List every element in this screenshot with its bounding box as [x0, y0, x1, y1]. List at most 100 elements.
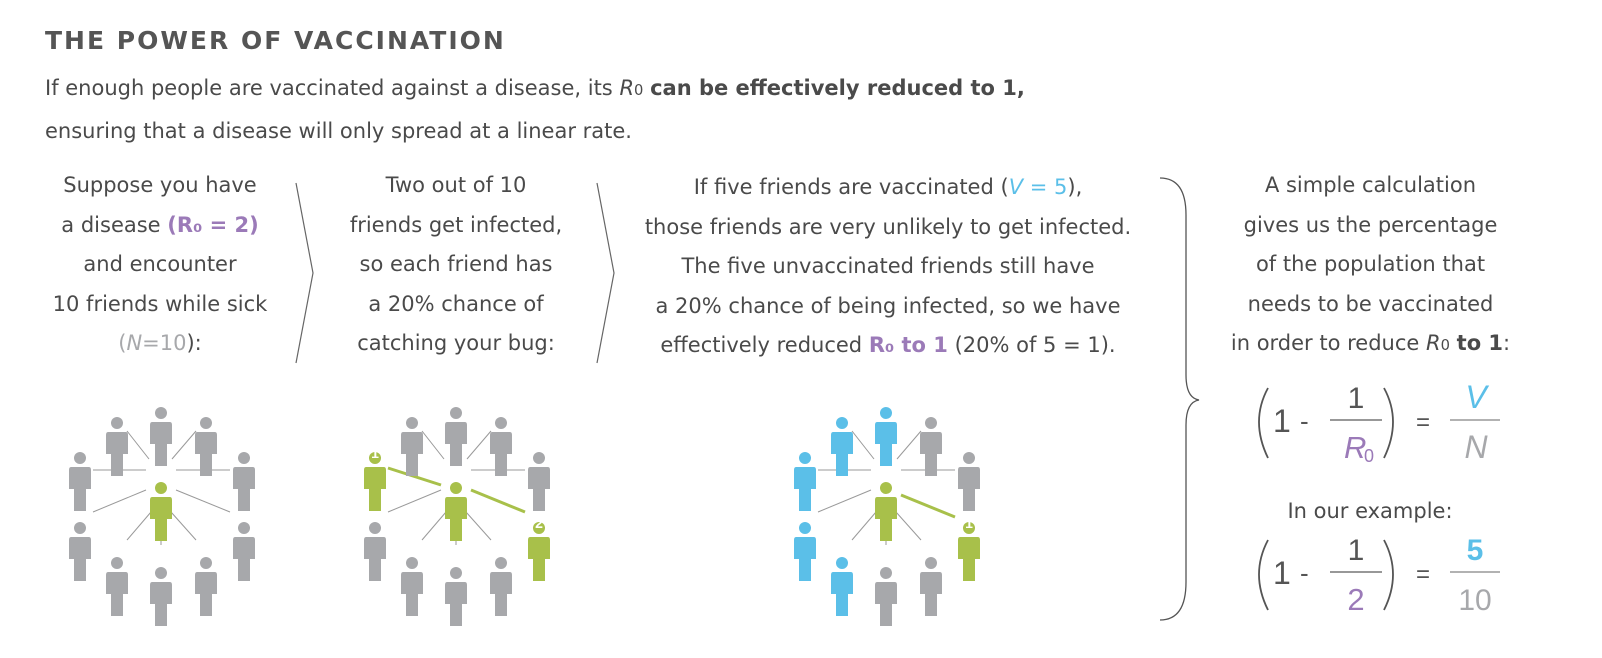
friend-icon	[528, 452, 550, 511]
friend-icon	[920, 417, 942, 476]
col3-l5-post: (20% of 5 = 1).	[954, 333, 1116, 357]
col2-line-1: Two out of 10	[385, 173, 527, 197]
col1-l2-pre: a disease	[61, 212, 161, 237]
intro-sub: 0	[634, 82, 644, 99]
friend-icon	[958, 452, 980, 511]
friend-icon	[445, 407, 467, 466]
divider-brace	[1159, 177, 1200, 621]
example-rhs-numerator: 5	[1467, 534, 1484, 567]
vaccinated-friend-icon	[831, 417, 853, 476]
friend-icon	[69, 522, 91, 581]
friend-icon	[150, 407, 172, 466]
col3-line-2: those friends are very unlikely to get i…	[644, 214, 1132, 239]
col4-l5-r: R	[1426, 331, 1441, 355]
vaccinated-friend-icon	[794, 522, 816, 581]
intro-line-1: If enough people are vaccinated against …	[45, 68, 1025, 111]
col1-line-2: a disease (R₀ = 2)	[35, 206, 285, 246]
col1-l5-eq: =10	[142, 331, 187, 355]
col3-l1-pre: If five friends are vaccinated (	[693, 175, 1009, 199]
vaccinated-friend-icon	[875, 407, 897, 466]
formula-equals: =	[1416, 409, 1430, 436]
col1-line-3: and encounter	[83, 252, 237, 276]
col4-line-3: of the population that	[1255, 252, 1486, 276]
formula-paren-left	[1258, 387, 1269, 459]
infection-badge-1: 1	[965, 515, 973, 531]
col3-l1-eq: = 5	[1023, 175, 1068, 199]
infection-badge-1: 1	[371, 445, 379, 461]
sick-person-icon	[150, 482, 172, 541]
col4-line-4: needs to be vaccinated	[1247, 291, 1494, 316]
network-diagram-3: 1	[794, 407, 980, 626]
friend-icon	[150, 567, 172, 626]
friend-icon	[875, 567, 897, 626]
diagram-2-infection-links	[387, 466, 526, 514]
col4-l5-sub: 0	[1440, 337, 1450, 354]
col1-line-5: (N=10):	[35, 324, 285, 364]
example-denominator: 2	[1347, 582, 1364, 617]
formula-numerator: 1	[1348, 382, 1365, 415]
formula-denominator-sub: 0	[1364, 446, 1374, 466]
example-minus: -	[1300, 558, 1309, 588]
example-paren-right	[1383, 539, 1394, 611]
formula-rhs-numerator: V	[1465, 379, 1489, 415]
col2-text: Two out of 10 friends get infected, so e…	[330, 166, 582, 364]
friend-icon	[364, 522, 386, 581]
friend-icon	[920, 557, 942, 616]
col4-line-5: in order to reduce R0 to 1:	[1218, 324, 1523, 366]
friend-icon	[233, 522, 255, 581]
formula-minus: -	[1300, 406, 1309, 436]
col1-l5-open: (	[118, 331, 127, 355]
friend-icon	[445, 567, 467, 626]
col1-l5-close: ):	[186, 331, 202, 355]
page-title: THE POWER OF VACCINATION	[45, 26, 506, 55]
example-one: 1	[1273, 555, 1291, 591]
network-diagram-1	[69, 407, 255, 626]
example-label: In our example:	[1287, 499, 1452, 523]
intro-line-2: ensuring that a disease will only spread…	[45, 119, 632, 143]
col3-l1-v: V	[1008, 175, 1024, 199]
intro-r: R	[619, 76, 635, 100]
diagram-3-infection-link	[900, 493, 956, 519]
col2-line-2: friends get infected,	[349, 212, 563, 237]
col3-l1-post: ),	[1067, 175, 1083, 199]
sick-person-icon	[875, 482, 897, 541]
vaccinated-friend-icon	[831, 557, 853, 616]
intro-l1-bold: can be effectively reduced to 1,	[650, 76, 1025, 100]
col4-l5-bold: to 1	[1456, 331, 1504, 355]
divider-chevron-1	[295, 182, 314, 364]
col4-line-2: gives us the percentage	[1243, 212, 1498, 237]
col1-line-4: 10 friends while sick	[52, 291, 268, 316]
col3-l5-pre: effectively reduced	[660, 333, 863, 357]
friend-icon	[69, 452, 91, 511]
formula-example: 1 - 1 2 = 5 10	[1258, 534, 1500, 617]
col2-line-5: catching your bug:	[357, 331, 555, 355]
col1-line-1: Suppose you have	[63, 173, 257, 197]
friend-icon	[490, 557, 512, 616]
intro-l1-pre: If enough people are vaccinated against …	[45, 76, 613, 100]
col3-l5-bold: R₀ to 1	[868, 333, 948, 357]
col3-line-3: The five unvaccinated friends still have	[681, 254, 1095, 278]
formula-rhs-denominator: N	[1464, 429, 1488, 465]
example-rhs-denominator: 10	[1458, 584, 1491, 617]
col3-text: If five friends are vaccinated (V = 5), …	[618, 168, 1158, 366]
sick-person-icon	[445, 482, 467, 541]
col4-text: A simple calculation gives us the percen…	[1218, 166, 1523, 366]
example-equals: =	[1416, 561, 1430, 588]
friend-icon	[401, 557, 423, 616]
friend-icon	[401, 417, 423, 476]
col3-line-5: effectively reduced R₀ to 1 (20% of 5 = …	[618, 326, 1158, 366]
network-diagram-2: 1 2	[364, 407, 550, 626]
friend-icon	[195, 417, 217, 476]
col2-line-3: so each friend has	[359, 252, 553, 276]
col1-l5-n: N	[126, 331, 143, 355]
col2-line-4: a 20% chance of	[368, 291, 544, 316]
friend-icon	[490, 417, 512, 476]
formula-one: 1	[1273, 403, 1291, 439]
formula-general: 1 - 1 R 0 = V N	[1258, 379, 1500, 466]
col4-l5-pre: in order to reduce	[1230, 331, 1420, 355]
col4-l5-post: :	[1503, 331, 1511, 355]
example-numerator: 1	[1348, 534, 1365, 567]
intro-text: If enough people are vaccinated against …	[45, 68, 1025, 151]
col1-r0-tag: (R₀ = 2)	[167, 212, 259, 237]
